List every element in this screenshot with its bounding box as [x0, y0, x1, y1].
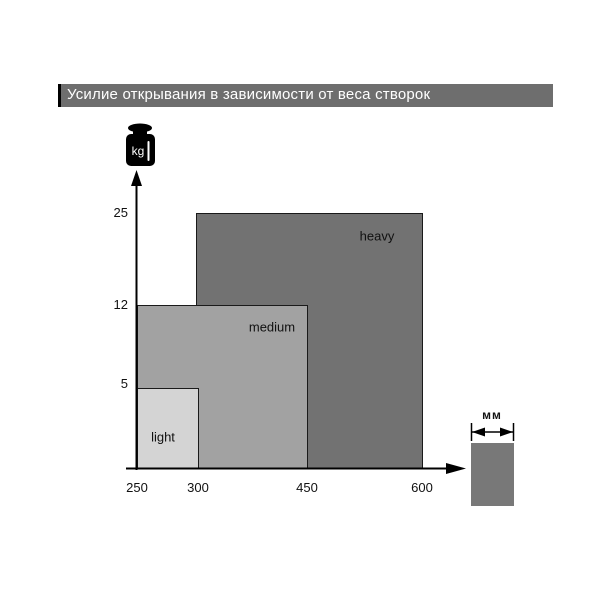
y-tick-5: 5 — [120, 376, 128, 391]
x-tick-450: 450 — [296, 480, 318, 495]
zone-medium-label: medium — [248, 319, 296, 335]
zone-light-label: light — [151, 429, 175, 445]
y-axis-arrow-icon — [131, 170, 142, 186]
y-tick-12: 12 — [113, 297, 128, 312]
x-tick-600: 600 — [411, 480, 433, 495]
kg-icon-label: kg — [132, 144, 145, 158]
y-tick-25: 25 — [113, 205, 128, 220]
sash-width-sample-rect — [471, 443, 514, 506]
chart-title-bar: Усилие открывания в зависимости от веса … — [58, 84, 553, 107]
mm-dimension-label: мм — [482, 408, 502, 422]
zone-heavy-label: heavy — [359, 228, 395, 244]
x-tick-250: 250 — [126, 480, 148, 495]
x-axis-arrow-icon — [446, 463, 466, 474]
chart-title: Усилие открывания в зависимости от веса … — [67, 86, 431, 103]
x-tick-300: 300 — [187, 480, 209, 495]
kg-weight-icon: kg — [126, 123, 155, 166]
mm-dimension-arrow-icon — [470, 423, 515, 441]
zone-light-rect — [137, 388, 199, 469]
